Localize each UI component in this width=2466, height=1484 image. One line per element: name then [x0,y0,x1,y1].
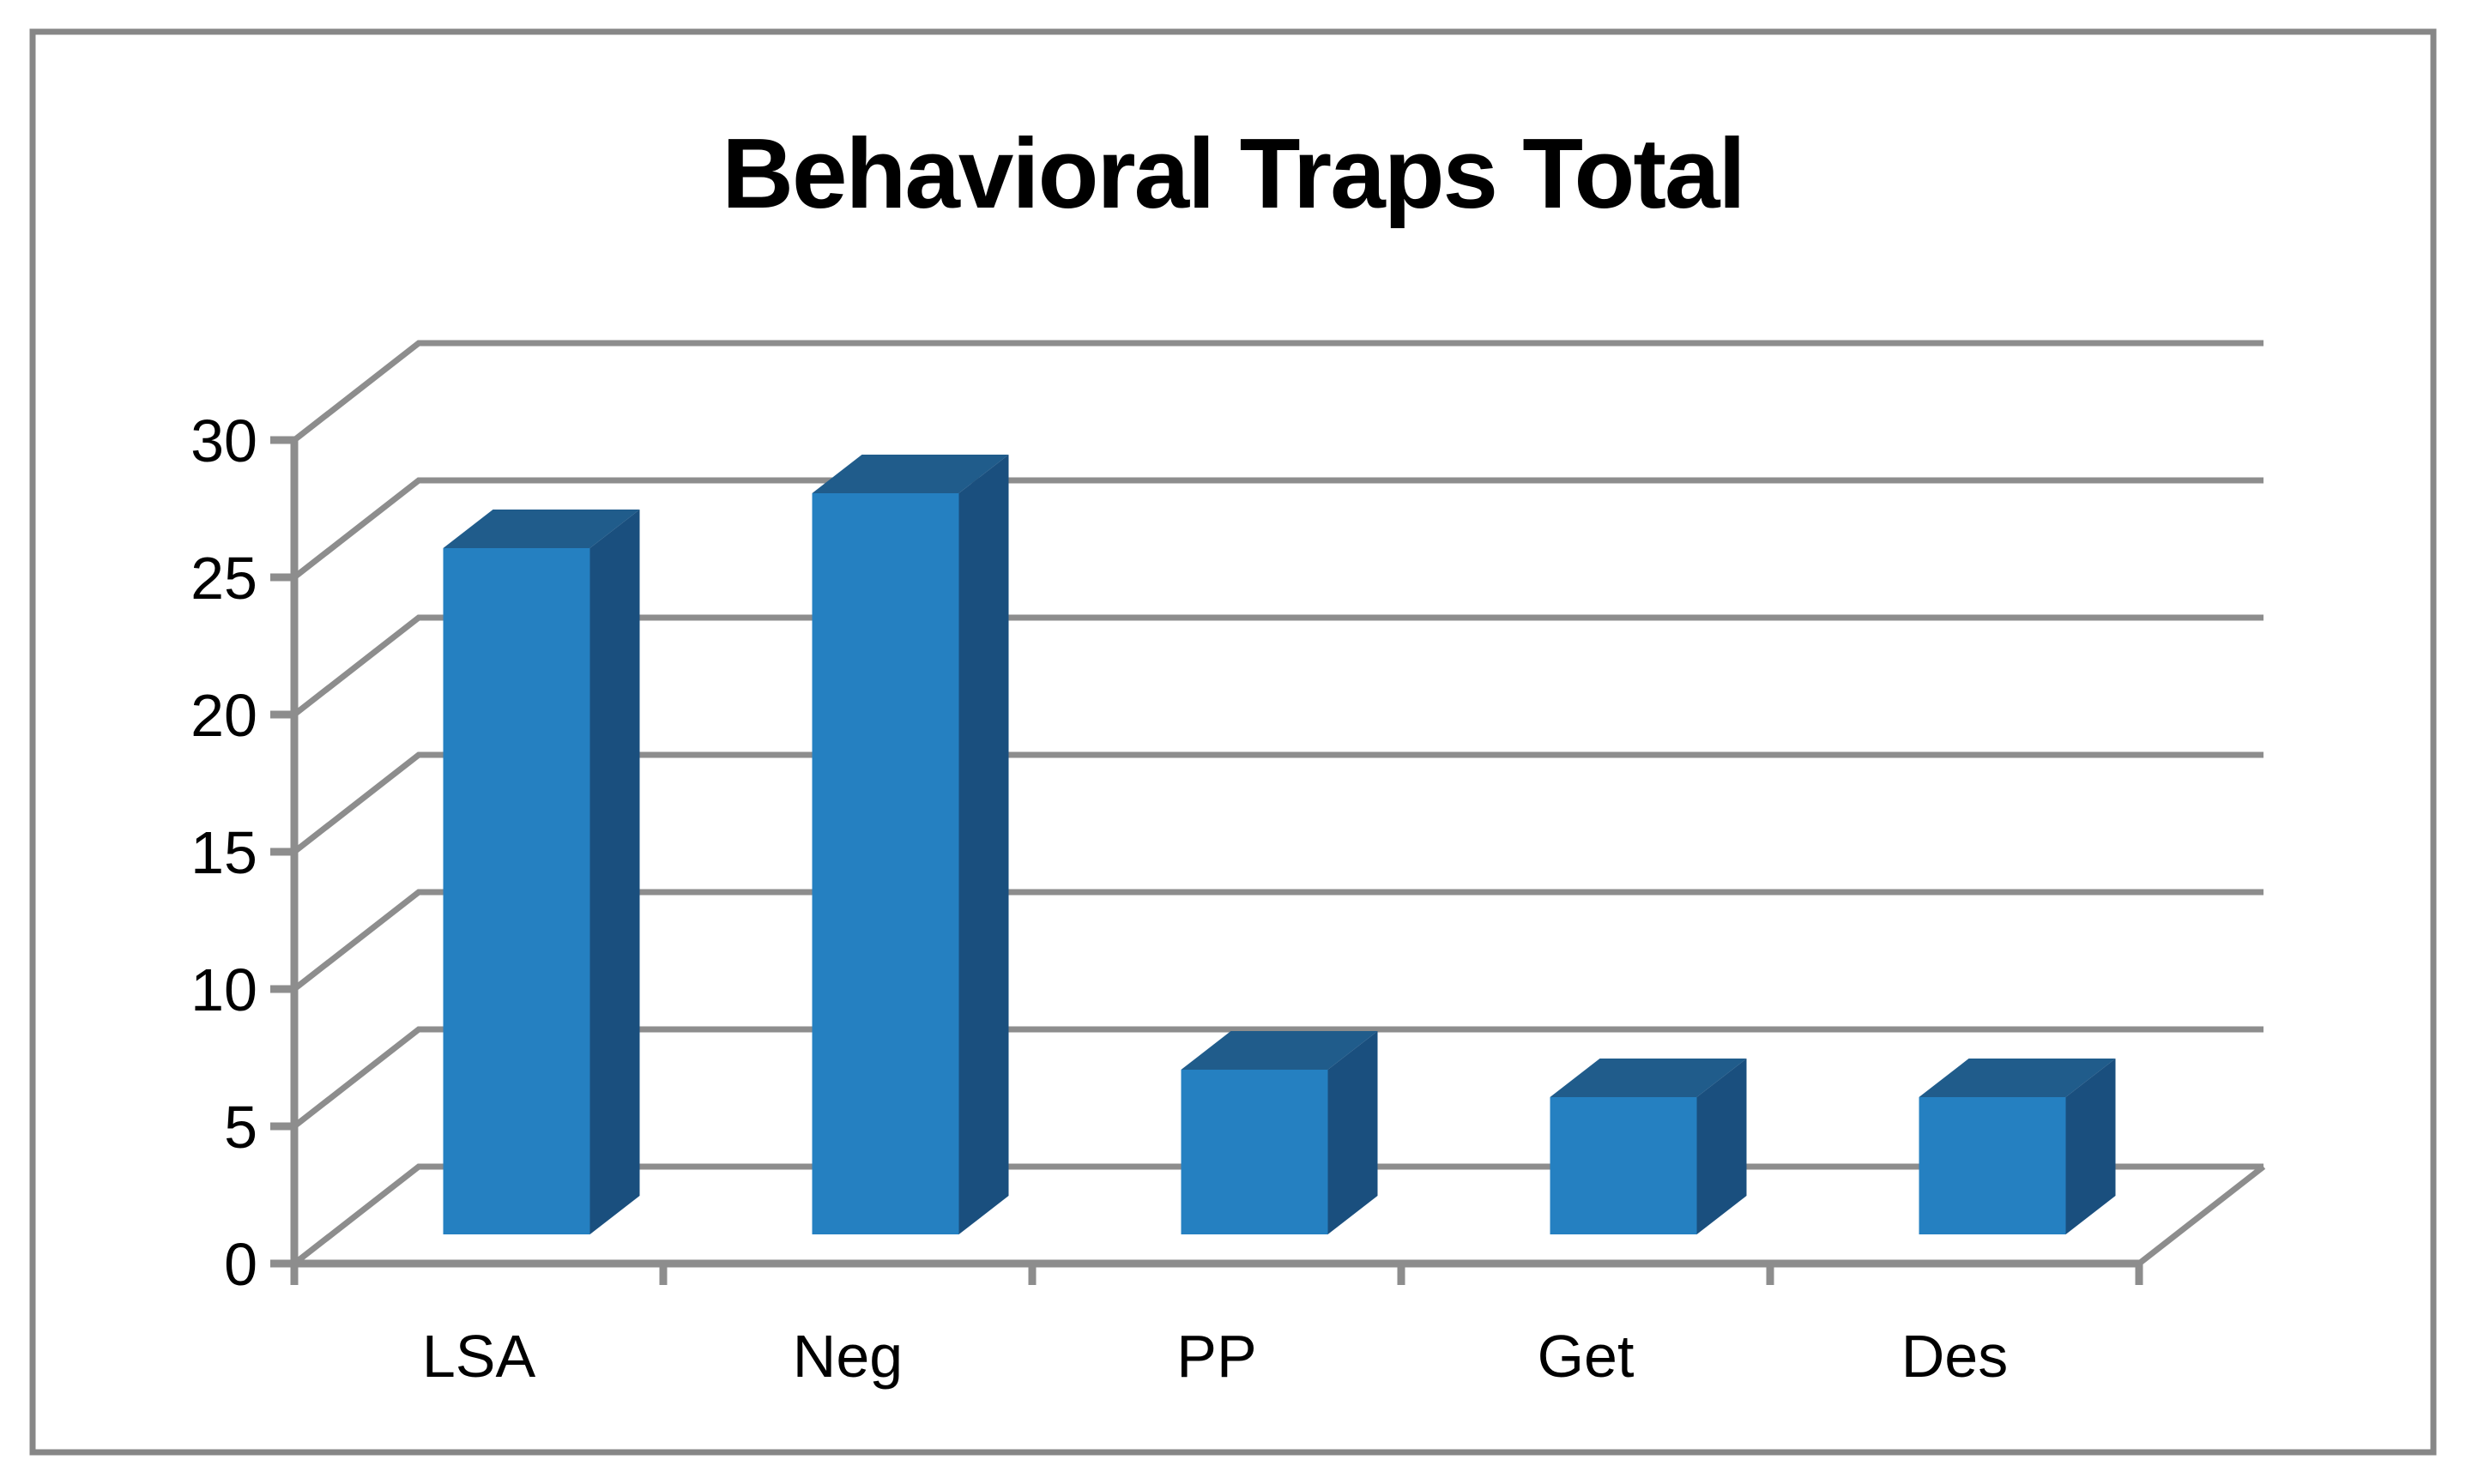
bar-side-face-Get [1696,1059,1747,1234]
bar-top-face-Neg [812,455,1009,493]
bar-side-face-Neg [958,455,1009,1234]
bar-Des [1919,1059,2116,1234]
gridline-20 [292,614,2264,717]
bar-Get [1550,1059,1747,1234]
bar-LSA [443,510,640,1234]
bar-front-face-Des [1919,1097,2066,1234]
bar-front-face-Neg [812,493,959,1234]
axes-layer [270,436,2143,1285]
axis-labels-layer: 0 5 10 15 20 25 30 LSA Neg PP Get Des [190,407,2008,1390]
bar-top-face-Des [1919,1059,2116,1097]
bar-side-face-Des [2065,1059,2116,1234]
x-axis-label-Neg: Neg [793,1323,903,1390]
bar-top-face-PP [1181,1031,1378,1070]
bar-top-face-LSA [443,510,640,548]
gridline-30 [292,340,2264,443]
bar-front-face-LSA [443,548,590,1234]
floor-right-edge [2137,1164,2266,1266]
y-tick-label-15: 15 [190,819,257,886]
gridline-5 [292,1026,2264,1129]
bar-side-face-LSA [589,510,640,1234]
y-tick-label-0: 0 [224,1231,257,1298]
chart-border [29,28,2437,1456]
bar-front-face-Get [1550,1097,1697,1234]
x-axis-label-Get: Get [1538,1323,1635,1390]
y-tick-label-20: 20 [190,682,257,749]
y-tick-label-30: 30 [190,407,257,474]
bar-PP [1181,1031,1378,1234]
y-tick-label-5: 5 [224,1094,257,1161]
bar-top-face-Get [1550,1059,1747,1097]
bar-front-face-PP [1181,1070,1328,1234]
gridlines-layer [292,340,2266,1266]
gridline-10 [292,889,2264,992]
x-axis-label-PP: PP [1176,1323,1256,1390]
gridline-15 [292,751,2264,854]
x-axis-label-Des: Des [1901,1323,2008,1390]
y-tick-label-10: 10 [190,956,257,1023]
chart-title: Behavioral Traps Total [722,118,1744,229]
gridline-25 [292,477,2264,580]
bar-side-face-PP [1327,1031,1378,1234]
bar-Neg [812,455,1009,1234]
y-tick-label-25: 25 [190,545,257,612]
x-axis-label-LSA: LSA [422,1323,536,1390]
bars-layer [443,455,2116,1234]
